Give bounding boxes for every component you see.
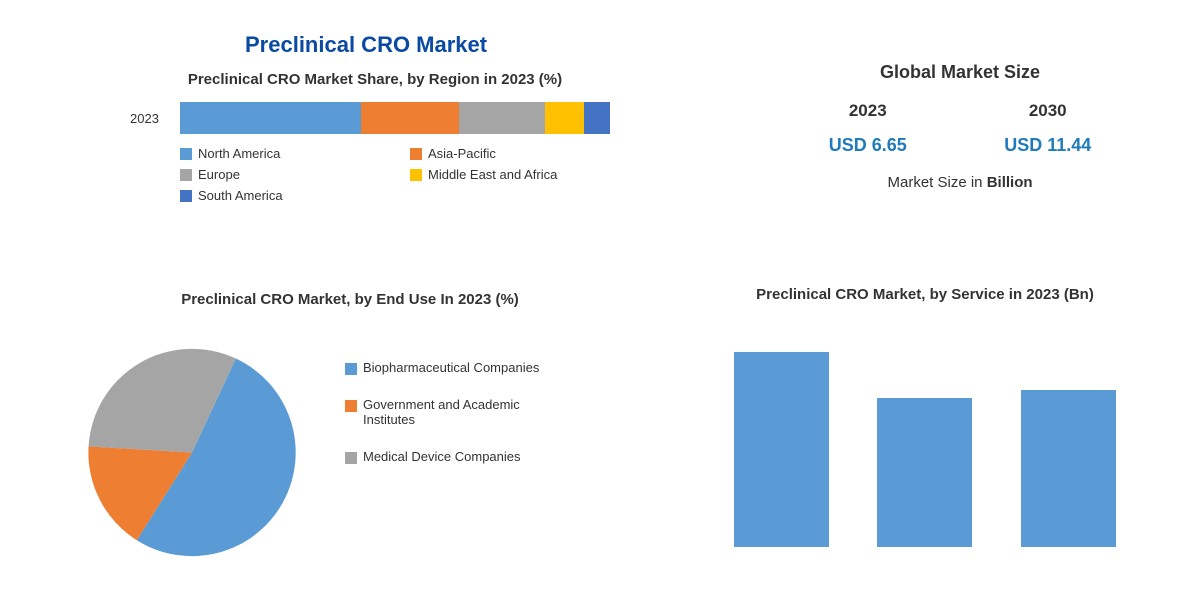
legend-item: Asia-Pacific <box>410 146 620 161</box>
region-axis-label: 2023 <box>130 111 180 126</box>
region-stacked-bar <box>180 102 610 134</box>
region-segment <box>361 102 460 134</box>
legend-swatch <box>180 190 192 202</box>
service-bars <box>680 317 1170 547</box>
region-segment <box>459 102 545 134</box>
service-bar <box>877 398 972 548</box>
legend-item: Middle East and Africa <box>410 167 620 182</box>
region-stacked-row: 2023 <box>130 102 620 134</box>
legend-item: South America <box>180 188 390 203</box>
market-size-columns: 2023 USD 6.65 2030 USD 11.44 <box>780 101 1140 156</box>
pie-svg <box>70 330 315 575</box>
legend-swatch <box>410 169 422 181</box>
region-segment <box>584 102 610 134</box>
legend-label: North America <box>198 146 280 161</box>
market-size-note-bold: Billion <box>987 174 1033 191</box>
main-title: Preclinical CRO Market <box>245 32 487 58</box>
legend-label: Government and Academic Institutes <box>363 397 545 427</box>
region-chart-title: Preclinical CRO Market Share, by Region … <box>130 70 620 90</box>
legend-label: Middle East and Africa <box>428 167 557 182</box>
service-chart: Preclinical CRO Market, by Service in 20… <box>680 285 1170 547</box>
legend-item: Government and Academic Institutes <box>345 397 545 427</box>
end-use-content: Biopharmaceutical Companies Government an… <box>70 330 630 575</box>
region-segment <box>180 102 361 134</box>
legend-swatch <box>410 148 422 160</box>
market-size-title: Global Market Size <box>780 62 1140 83</box>
market-size-column: 2030 USD 11.44 <box>1004 101 1091 156</box>
end-use-chart-title: Preclinical CRO Market, by End Use In 20… <box>170 290 530 310</box>
end-use-chart: Preclinical CRO Market, by End Use In 20… <box>70 290 630 575</box>
end-use-legend: Biopharmaceutical Companies Government an… <box>345 330 545 464</box>
region-segment <box>545 102 584 134</box>
legend-swatch <box>345 363 357 375</box>
legend-item: Biopharmaceutical Companies <box>345 360 545 375</box>
service-chart-title: Preclinical CRO Market, by Service in 20… <box>680 285 1170 305</box>
service-bar <box>734 352 829 548</box>
region-legend: North America Asia-Pacific Europe Middle Ea… <box>180 146 620 203</box>
market-size-note: Market Size in Billion <box>780 174 1140 191</box>
market-size-value: USD 11.44 <box>1004 135 1091 156</box>
legend-item: North America <box>180 146 390 161</box>
market-size-note-prefix: Market Size in <box>887 174 986 191</box>
legend-swatch <box>180 169 192 181</box>
service-bar <box>1021 390 1116 547</box>
legend-label: South America <box>198 188 283 203</box>
legend-item: Medical Device Companies <box>345 449 545 464</box>
legend-swatch <box>345 452 357 464</box>
legend-item: Europe <box>180 167 390 182</box>
market-size-value: USD 6.65 <box>829 135 907 156</box>
market-size-year: 2030 <box>1029 101 1067 121</box>
market-size-column: 2023 USD 6.65 <box>829 101 907 156</box>
legend-label: Europe <box>198 167 240 182</box>
legend-label: Biopharmaceutical Companies <box>363 360 539 375</box>
region-chart: Preclinical CRO Market Share, by Region … <box>130 70 620 203</box>
legend-swatch <box>180 148 192 160</box>
legend-label: Asia-Pacific <box>428 146 496 161</box>
legend-label: Medical Device Companies <box>363 449 521 464</box>
legend-swatch <box>345 400 357 412</box>
market-size-year: 2023 <box>849 101 887 121</box>
pie-wrap <box>70 330 315 575</box>
market-size-block: Global Market Size 2023 USD 6.65 2030 USD 1… <box>780 62 1140 191</box>
